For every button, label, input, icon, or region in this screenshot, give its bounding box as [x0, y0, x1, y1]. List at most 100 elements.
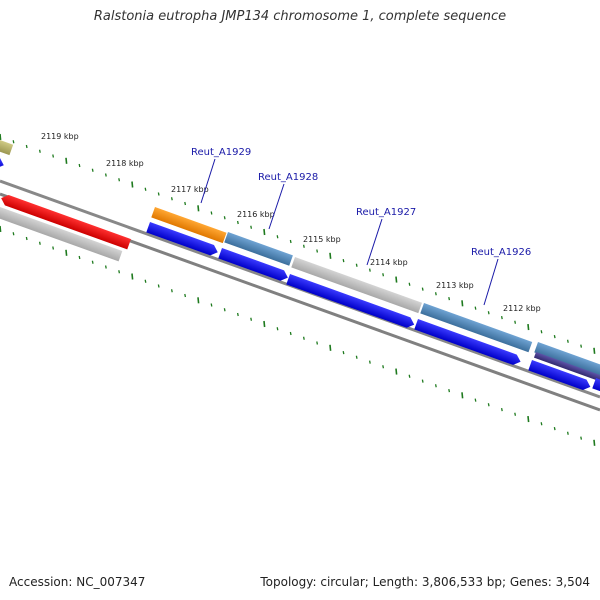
tick-outer-minor — [474, 306, 477, 310]
gene-reut-a1926[interactable] — [420, 303, 533, 353]
tick-inner-minor — [580, 436, 583, 440]
map-title: Ralstonia eutropha JMP134 chromosome 1, … — [93, 9, 507, 24]
tick-inner-minor — [421, 379, 424, 383]
tick-inner-minor — [118, 270, 121, 274]
tick-inner-minor — [289, 331, 292, 336]
tick-outer-minor — [448, 296, 451, 301]
tick-inner-minor — [448, 388, 451, 393]
tick-outer-minor — [91, 168, 94, 172]
tick-marks-outer — [0, 133, 596, 354]
tick-inner-minor — [355, 355, 358, 359]
tick-inner-minor — [514, 412, 517, 416]
tick-inner-minor — [104, 265, 107, 269]
scale-label-2119: 2119 kbp — [41, 132, 79, 141]
tick-inner-minor — [52, 246, 55, 250]
gene-inner-blue-6-stub[interactable] — [592, 378, 600, 393]
tick-outer-minor — [580, 344, 583, 348]
scale-label-2115: 2115 kbp — [303, 235, 341, 244]
tick-outer-minor — [12, 140, 15, 144]
tick-outer-minor — [500, 315, 503, 320]
tick-outer-minor — [118, 178, 121, 182]
tick-inner-major — [0, 225, 2, 233]
tick-outer-minor — [368, 268, 371, 272]
tick-outer-minor — [487, 311, 490, 315]
gene-label-leader-a1927 — [366, 218, 383, 266]
gene-red[interactable] — [0, 193, 131, 250]
tick-outer-minor — [342, 258, 345, 263]
gene-grey-left[interactable] — [0, 207, 123, 262]
gene-label-reut-a1926[interactable]: Reut_A1926 — [471, 247, 531, 258]
tick-inner-minor — [12, 232, 15, 236]
topology-text: Topology: circular; Length: 3,806,533 bp… — [260, 575, 590, 589]
tick-inner-minor — [157, 284, 160, 288]
tick-outer-major — [65, 157, 68, 164]
tick-outer-major — [329, 252, 332, 259]
tick-outer-major — [593, 347, 596, 354]
accession-text: Accession: NC_007347 — [9, 575, 146, 589]
tick-outer-minor — [302, 244, 305, 248]
tick-inner-minor — [500, 407, 503, 412]
gene-outer-steel-right[interactable] — [534, 342, 600, 377]
tick-outer-minor — [434, 292, 437, 296]
gene-label-leader-a1929 — [200, 158, 216, 204]
tick-inner-minor — [382, 365, 385, 369]
tick-outer-minor — [236, 220, 239, 225]
tick-inner-minor — [566, 431, 569, 435]
gene-outer-olive[interactable] — [0, 139, 14, 156]
gene-inner-purple[interactable] — [533, 352, 600, 382]
tick-outer-minor — [157, 192, 160, 196]
tick-outer-major — [0, 133, 2, 141]
tick-outer-minor — [382, 273, 385, 277]
tick-inner-major — [395, 368, 398, 375]
tick-inner-major — [461, 392, 464, 399]
tick-inner-minor — [25, 236, 28, 241]
tick-inner-minor — [184, 293, 187, 298]
gene-inner-blue-4[interactable] — [414, 319, 522, 367]
tick-inner-minor — [553, 426, 556, 431]
tick-outer-minor — [52, 154, 55, 158]
tick-outer-minor — [421, 287, 424, 291]
tick-inner-minor — [368, 360, 371, 364]
gene-reut-a1927[interactable] — [291, 257, 423, 314]
tick-inner-minor — [210, 303, 213, 307]
tick-outer-minor — [289, 239, 292, 244]
gene-reut-a1928[interactable] — [224, 232, 293, 266]
tick-outer-minor — [316, 249, 319, 253]
tick-inner-major — [65, 249, 68, 256]
tick-inner-minor — [540, 422, 543, 426]
gene-label-reut-a1928[interactable]: Reut_A1928 — [258, 172, 318, 183]
tick-outer-major — [263, 228, 266, 236]
gene-label-reut-a1927[interactable]: Reut_A1927 — [356, 207, 416, 218]
tick-inner-major — [329, 344, 332, 351]
gene-label-reut-a1929[interactable]: Reut_A1929 — [191, 147, 251, 158]
gene-inner-blue-5[interactable] — [528, 360, 592, 392]
tick-outer-minor — [104, 173, 107, 177]
gene-inner-blue-left-stub[interactable] — [0, 156, 6, 171]
tick-inner-minor — [302, 336, 305, 340]
tick-outer-major — [197, 205, 200, 212]
tick-outer-major — [131, 181, 134, 188]
gene-inner-blue-2[interactable] — [218, 248, 289, 283]
gene-label-leader-a1928 — [268, 183, 285, 230]
tick-inner-minor — [91, 260, 94, 264]
tick-outer-minor — [38, 149, 41, 153]
gene-reut-a1929[interactable] — [151, 207, 227, 244]
scale-label-2117: 2117 kbp — [171, 185, 209, 194]
scale-label-2114: 2114 kbp — [370, 258, 408, 267]
tick-inner-major — [527, 416, 530, 423]
tick-inner-minor — [434, 384, 437, 388]
tick-outer-major — [395, 276, 398, 283]
tick-inner-major — [197, 297, 200, 304]
tick-outer-minor — [355, 263, 358, 267]
tick-inner-minor — [78, 255, 81, 260]
gene-inner-blue-3[interactable] — [286, 274, 416, 330]
tick-outer-major — [527, 324, 530, 331]
tick-inner-minor — [316, 341, 319, 345]
tick-inner-minor — [170, 289, 173, 293]
tick-marks-inner — [0, 225, 596, 446]
gene-inner-blue-1[interactable] — [146, 222, 219, 257]
gene-label-leader-a1926 — [483, 258, 499, 306]
tick-inner-minor — [144, 279, 147, 283]
scale-label-2116: 2116 kbp — [237, 210, 275, 219]
